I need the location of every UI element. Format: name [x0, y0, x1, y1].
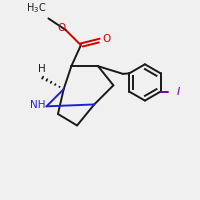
- Text: O: O: [102, 34, 110, 44]
- Text: I: I: [177, 87, 180, 97]
- Text: H$_3$C: H$_3$C: [26, 1, 46, 15]
- Text: O: O: [57, 23, 66, 33]
- Text: NH: NH: [30, 100, 46, 110]
- Text: H: H: [38, 64, 46, 74]
